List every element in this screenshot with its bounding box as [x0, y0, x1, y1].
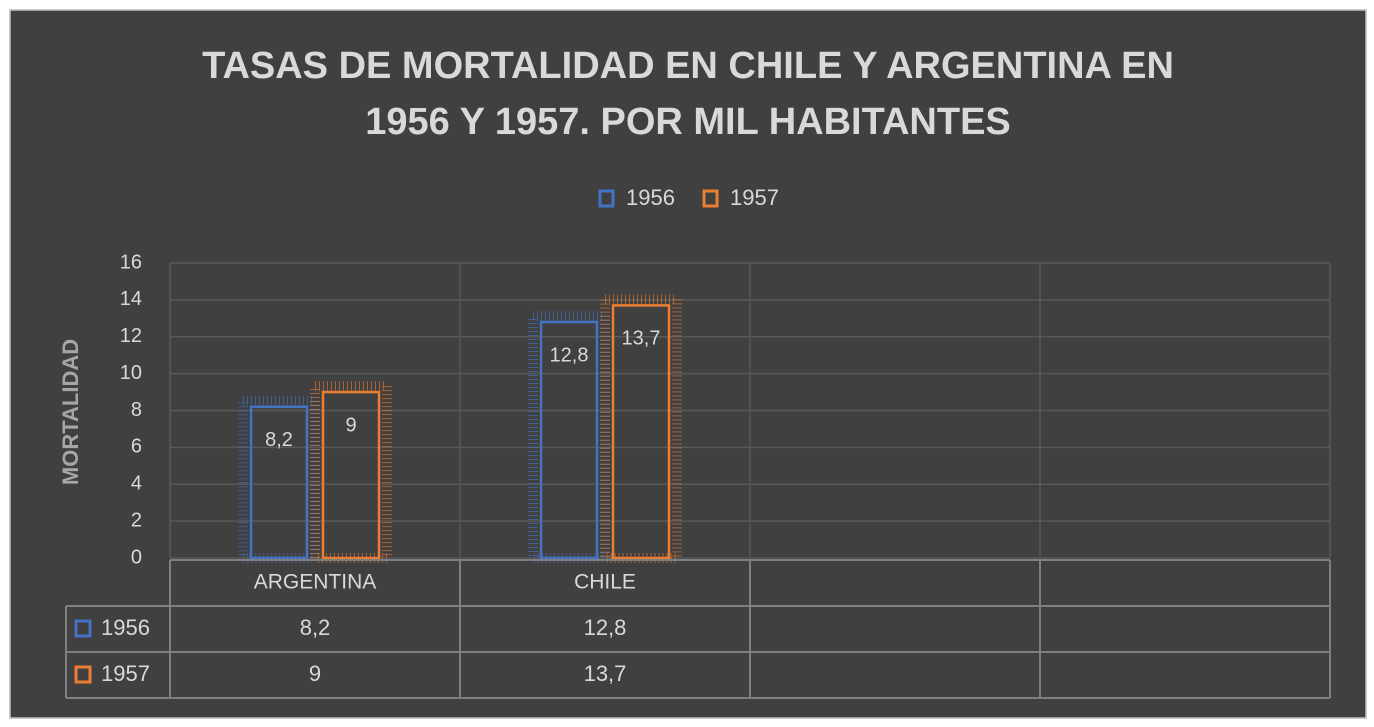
table-legend-swatch — [74, 619, 92, 638]
y-tick-label: 8 — [131, 399, 142, 421]
bar — [321, 390, 381, 560]
bar-texture — [310, 381, 392, 563]
bar-texture — [528, 311, 610, 563]
bar — [539, 320, 599, 560]
bar-texture — [600, 294, 682, 563]
y-tick-label: 10 — [120, 362, 142, 384]
data-label: 8,2 — [265, 429, 293, 451]
chart-title: 1956 Y 1957. POR MIL HABITANTES — [365, 101, 1011, 143]
table-legend-swatch — [74, 665, 92, 684]
y-tick-label: 6 — [131, 436, 142, 458]
bar — [611, 304, 671, 560]
y-tick-label: 14 — [120, 288, 142, 310]
table-series-label: 1957 — [101, 661, 150, 686]
data-label: 9 — [345, 414, 356, 436]
chart-background — [9, 9, 1367, 719]
y-tick-label: 16 — [120, 251, 142, 273]
data-label: 13,7 — [622, 328, 661, 350]
legend-label: 1957 — [730, 185, 779, 210]
data-label: 12,8 — [550, 344, 589, 366]
x-tick-label: ARGENTINA — [254, 571, 377, 594]
table-series-label: 1956 — [101, 615, 150, 640]
bar — [249, 405, 309, 560]
y-axis-label: MORTALIDAD — [58, 339, 83, 485]
y-tick-label: 0 — [131, 546, 142, 568]
table-value: 12,8 — [584, 615, 627, 640]
y-tick-label: 2 — [131, 509, 142, 531]
legend-swatch — [598, 189, 615, 208]
table-value: 8,2 — [300, 615, 331, 640]
legend-label: 1956 — [626, 185, 675, 210]
chart-title: TASAS DE MORTALIDAD EN CHILE Y ARGENTINA… — [202, 45, 1174, 87]
y-tick-label: 12 — [120, 325, 142, 347]
x-tick-label: CHILE — [574, 571, 636, 594]
table-value: 9 — [309, 661, 321, 686]
bar-texture — [238, 395, 320, 563]
legend-swatch — [702, 189, 719, 208]
table-value: 13,7 — [584, 661, 627, 686]
y-tick-label: 4 — [131, 473, 142, 495]
